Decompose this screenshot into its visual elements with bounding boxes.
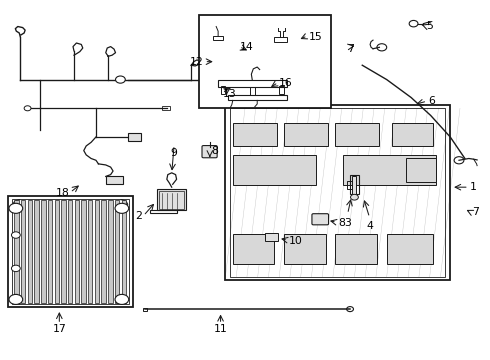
Bar <box>41 201 46 303</box>
Bar <box>68 201 73 303</box>
Text: 15: 15 <box>309 32 322 41</box>
Text: 13: 13 <box>223 89 237 99</box>
Bar <box>162 106 170 111</box>
Text: 7: 7 <box>472 207 479 217</box>
Circle shape <box>116 76 125 83</box>
Bar <box>122 201 126 303</box>
Bar <box>128 133 142 141</box>
Bar <box>12 199 129 305</box>
Bar <box>220 86 225 94</box>
Text: 8: 8 <box>338 218 344 228</box>
Bar <box>213 36 223 40</box>
Bar <box>34 201 39 303</box>
Bar <box>284 234 326 264</box>
Bar <box>387 234 433 264</box>
Bar <box>335 234 377 264</box>
Bar <box>230 108 445 277</box>
Circle shape <box>9 203 23 213</box>
Text: 16: 16 <box>279 78 293 88</box>
Text: 9: 9 <box>171 148 177 158</box>
Text: 8: 8 <box>211 146 218 156</box>
Bar <box>392 123 433 146</box>
Circle shape <box>115 294 129 305</box>
Bar <box>274 37 287 42</box>
Text: 17: 17 <box>52 324 66 334</box>
Bar <box>88 201 93 303</box>
Bar <box>265 233 278 241</box>
Bar <box>106 176 123 184</box>
Bar <box>198 15 331 108</box>
Text: 14: 14 <box>240 42 254 52</box>
Bar <box>228 95 287 100</box>
Text: 1: 1 <box>470 182 477 192</box>
Bar <box>108 201 113 303</box>
Text: 6: 6 <box>428 96 435 106</box>
Bar <box>233 155 316 185</box>
Bar <box>28 201 32 303</box>
Bar <box>233 123 277 146</box>
Text: 3: 3 <box>344 218 351 228</box>
Circle shape <box>11 232 20 238</box>
Circle shape <box>350 194 358 200</box>
Bar <box>284 123 328 146</box>
Bar <box>279 86 284 94</box>
Bar <box>218 80 287 87</box>
Bar <box>115 201 119 303</box>
Bar <box>150 210 176 213</box>
FancyBboxPatch shape <box>202 145 217 158</box>
Bar <box>335 123 379 146</box>
Text: 11: 11 <box>214 324 227 334</box>
Bar <box>61 201 66 303</box>
Bar <box>159 191 184 209</box>
Bar <box>343 155 436 185</box>
Circle shape <box>115 203 129 213</box>
Bar <box>144 308 147 311</box>
Bar <box>352 176 356 197</box>
Text: 5: 5 <box>426 21 433 31</box>
Bar <box>157 189 186 211</box>
Text: 4: 4 <box>366 221 373 231</box>
Bar <box>54 201 59 303</box>
Bar <box>74 201 79 303</box>
Circle shape <box>11 265 20 272</box>
Text: 2: 2 <box>136 211 143 221</box>
Bar <box>14 201 19 303</box>
Circle shape <box>9 294 23 305</box>
Bar <box>48 201 52 303</box>
Bar <box>406 158 436 182</box>
Bar <box>21 201 25 303</box>
Bar <box>233 234 274 264</box>
Text: 10: 10 <box>289 236 303 246</box>
Bar <box>81 201 86 303</box>
Bar <box>250 87 255 95</box>
FancyBboxPatch shape <box>312 214 329 225</box>
Bar <box>95 201 99 303</box>
Text: 7: 7 <box>346 44 353 54</box>
Bar <box>350 175 359 194</box>
Circle shape <box>24 106 31 111</box>
Bar <box>101 201 106 303</box>
Text: 18: 18 <box>55 188 69 198</box>
Bar <box>225 105 450 280</box>
Bar <box>346 181 352 189</box>
Text: 12: 12 <box>190 57 203 67</box>
Bar <box>8 196 133 307</box>
